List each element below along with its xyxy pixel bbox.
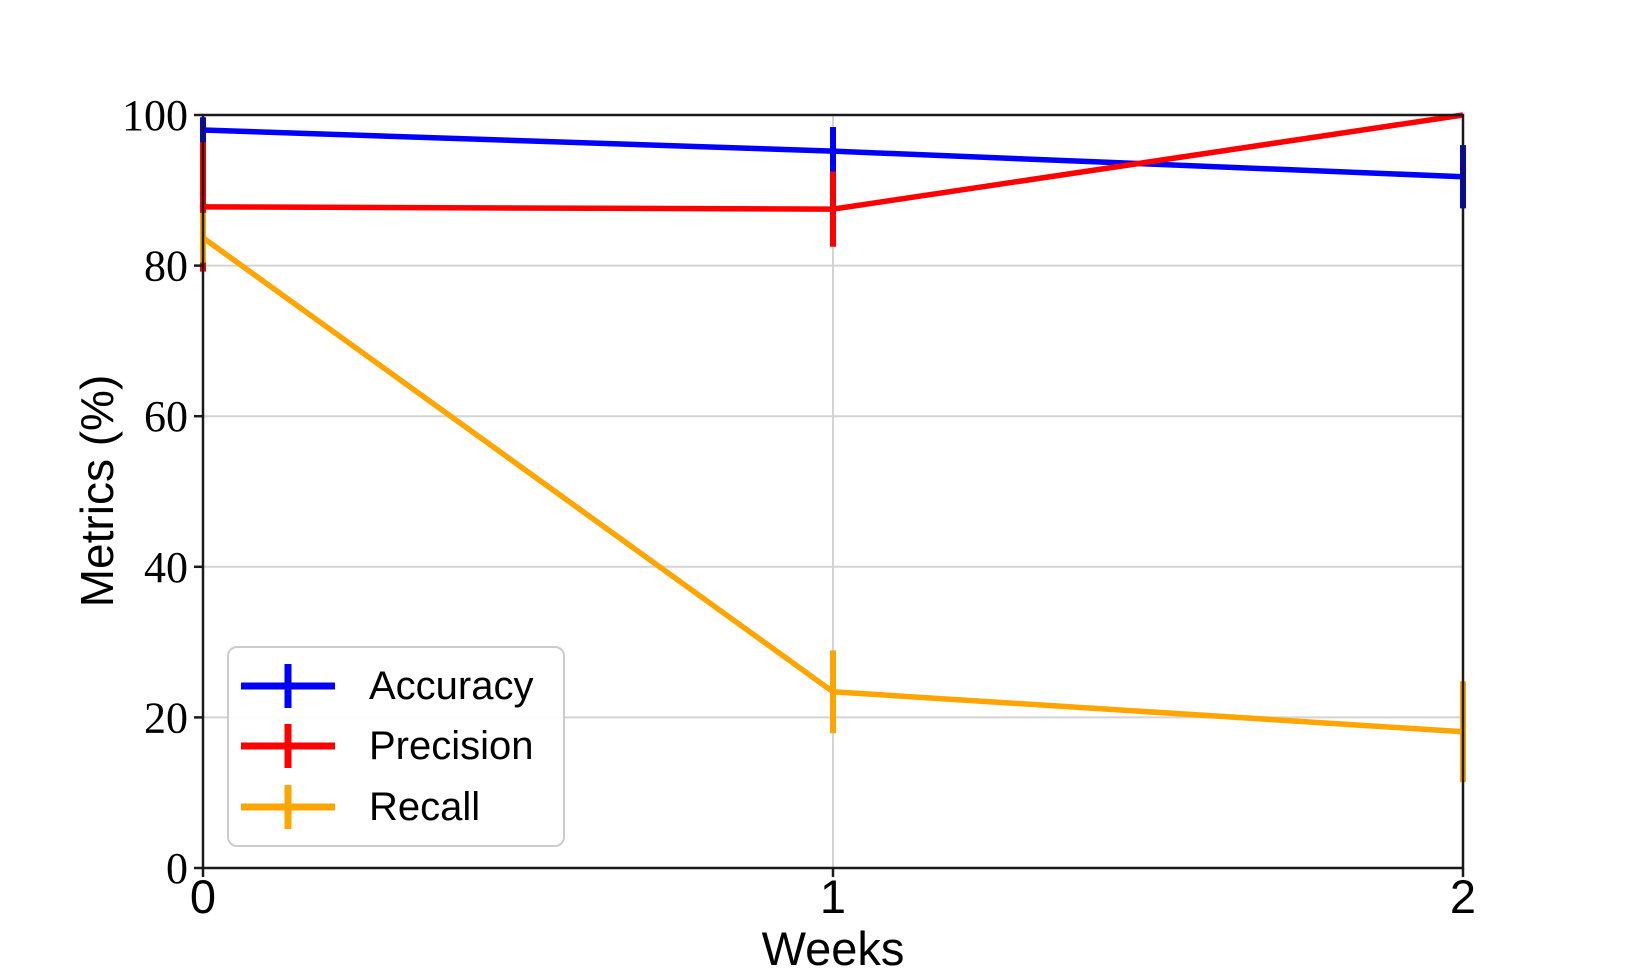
legend-item-precision: Precision: [241, 717, 563, 775]
y-tick-label: 0: [166, 844, 188, 893]
y-tick-label: 100: [122, 91, 188, 140]
y-tick-label: 80: [144, 242, 188, 291]
axis-ticks: 0 20 40 60 80 100 0 1 2: [122, 91, 1476, 923]
legend-label: Precision: [369, 724, 534, 769]
x-tick-label: 2: [1450, 870, 1476, 923]
y-axis-title: Metrics (%): [71, 374, 123, 608]
x-tick-label: 0: [190, 870, 216, 923]
series-line: [202, 112, 1464, 212]
series-line: [202, 127, 1464, 180]
errorbar-marker-icon: [241, 784, 335, 829]
errorbar-marker-icon: [241, 724, 335, 769]
legend-label: Recall: [369, 784, 481, 829]
errorbar-marker-icon: [241, 664, 335, 709]
legend-item-accuracy: Accuracy: [241, 657, 563, 715]
x-tick-label: 1: [820, 870, 846, 923]
series-line: [201, 235, 1464, 735]
y-tick-label: 40: [144, 543, 188, 592]
legend-item-recall: Recall: [241, 778, 563, 836]
x-axis-title: Weeks: [761, 922, 905, 975]
legend-label: Accuracy: [369, 664, 534, 709]
y-tick-label: 60: [144, 392, 188, 441]
legend: Accuracy Precision Recall: [227, 646, 565, 847]
y-tick-label: 20: [144, 693, 188, 742]
